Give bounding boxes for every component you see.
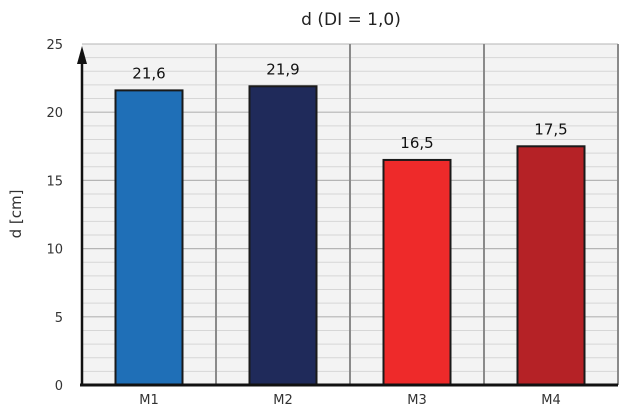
y-tick-labels: 0 5 10 15 20 25	[46, 38, 63, 394]
x-tick-label: M1	[139, 393, 159, 408]
y-tick-label: 25	[46, 38, 63, 53]
y-tick-label: 15	[46, 174, 63, 189]
x-tick-label: M3	[407, 393, 427, 408]
value-label-m4: 17,5	[534, 120, 567, 138]
x-tick-labels: M1 M2 M3 M4	[139, 393, 561, 408]
y-tick-label: 0	[55, 379, 63, 394]
y-tick-label: 5	[55, 311, 63, 326]
x-tick-label: M2	[273, 393, 293, 408]
bar-m3	[382, 158, 452, 386]
y-tick-label: 20	[46, 106, 63, 121]
y-tick-label: 10	[46, 243, 63, 258]
value-label-m1: 21,6	[132, 64, 165, 82]
y-axis-title: d [cm]	[7, 190, 25, 239]
bar-m1	[114, 89, 184, 386]
y-axis-arrow-icon	[77, 46, 87, 64]
bar-m2	[248, 85, 318, 386]
value-labels: 21,6 21,9 16,5 17,5	[132, 60, 567, 152]
value-label-m2: 21,9	[266, 60, 299, 78]
axes	[77, 46, 618, 387]
bars	[114, 85, 586, 386]
bar-m4	[516, 145, 586, 386]
x-tick-label: M4	[541, 393, 561, 408]
value-label-m3: 16,5	[400, 134, 433, 152]
chart-title: d (DI = 1,0)	[301, 10, 401, 30]
category-separators	[215, 44, 619, 385]
